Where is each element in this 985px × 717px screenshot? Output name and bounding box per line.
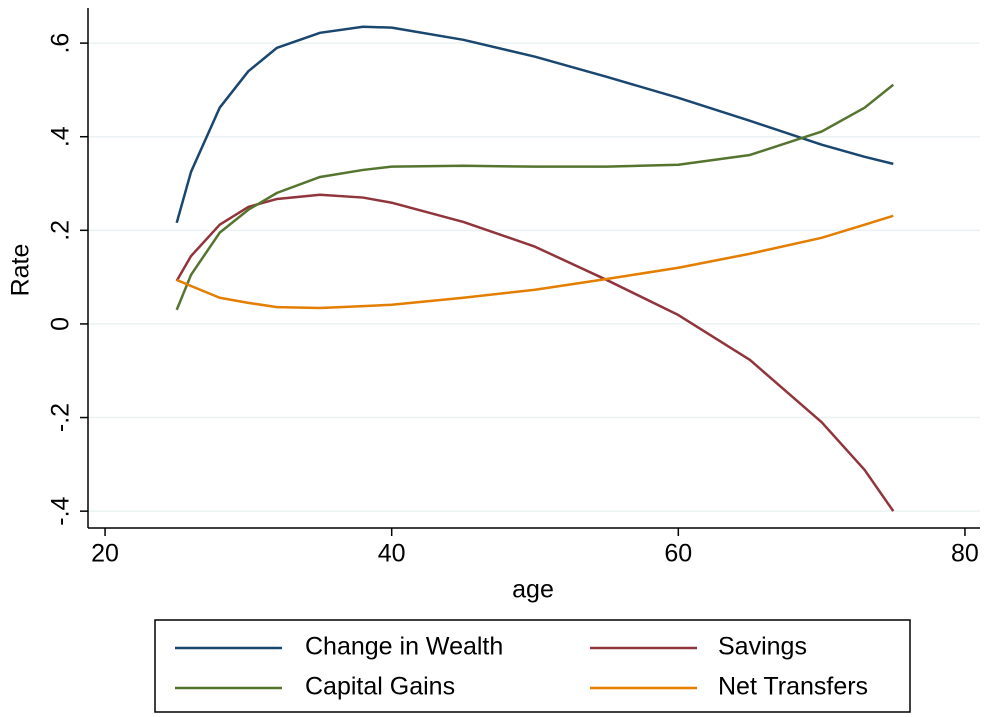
series-line xyxy=(175,193,895,512)
series-line xyxy=(175,25,894,224)
legend-label: Savings xyxy=(718,633,807,661)
y-tick-label: -.4 xyxy=(47,496,75,525)
grid xyxy=(88,42,980,512)
y-tick-label: 0 xyxy=(47,317,75,331)
y-axis-label: Rate xyxy=(7,244,35,297)
plot-lines xyxy=(175,25,895,512)
legend xyxy=(154,619,911,713)
legend-label: Capital Gains xyxy=(305,673,455,701)
x-tick-label: 80 xyxy=(951,540,979,568)
legend-label: Net Transfers xyxy=(718,673,868,701)
legend-label: Change in Wealth xyxy=(305,633,503,661)
y-tick-label: .6 xyxy=(47,33,75,54)
series-line xyxy=(176,214,894,310)
x-axis-label: age xyxy=(512,576,554,604)
series-line xyxy=(175,83,895,311)
x-tick-label: 40 xyxy=(378,540,406,568)
x-tick-label: 60 xyxy=(664,540,692,568)
y-tick-label: -.2 xyxy=(47,403,75,432)
y-tick-label: .2 xyxy=(47,220,75,241)
x-tick-label: 20 xyxy=(91,540,119,568)
y-tick-label: .4 xyxy=(47,126,75,147)
